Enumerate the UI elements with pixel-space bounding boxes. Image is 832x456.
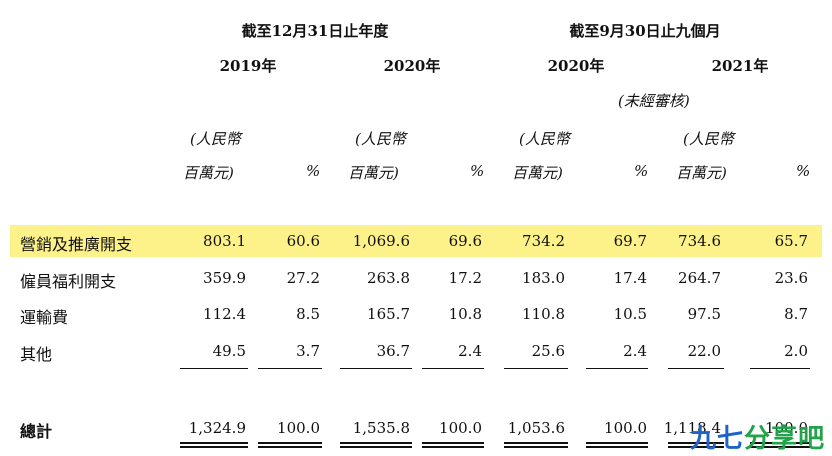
subtotal-rule <box>422 368 484 369</box>
unit-header-2020-line2: 百萬元) <box>348 164 399 182</box>
highlighted-row-background <box>10 225 822 257</box>
subtotal-rule <box>668 368 724 369</box>
cell: 2.4 <box>458 342 482 360</box>
cell: 263.8 <box>367 269 410 287</box>
watermark-char: 享 <box>771 424 799 454</box>
subtotal-rule <box>586 368 648 369</box>
cell: 69.7 <box>613 232 647 250</box>
cell: 112.4 <box>203 305 246 323</box>
watermark-char: 九 <box>690 424 718 454</box>
subtotal-rule <box>750 368 810 369</box>
total-double-rule <box>750 442 810 448</box>
unit-header-2020b-line1: (人民幣 <box>519 130 570 148</box>
total-double-rule <box>340 442 412 448</box>
subtotal-rule <box>340 368 412 369</box>
cell: 25.6 <box>531 342 565 360</box>
cell: 22.0 <box>687 342 721 360</box>
cell: 264.7 <box>678 269 721 287</box>
header-group-year-ended: 截至12月31日止年度 <box>241 22 389 40</box>
total-cell: 1,324.9 <box>188 419 246 437</box>
pct-header-2020: % <box>470 162 485 180</box>
subtotal-rule <box>180 368 248 369</box>
year-2020-interim: 2020年 <box>547 57 605 75</box>
total-cell: 100.0 <box>604 419 647 437</box>
cell: 2.0 <box>784 342 808 360</box>
cell: 69.6 <box>448 232 482 250</box>
cell: 3.7 <box>296 342 320 360</box>
row-label-transportation: 運輸費 <box>20 308 69 327</box>
unit-header-2021-line1: (人民幣 <box>683 130 734 148</box>
total-cell: 100.0 <box>439 419 482 437</box>
cell: 803.1 <box>203 232 246 250</box>
cell: 27.2 <box>286 269 320 287</box>
watermark-char: 七 <box>717 424 745 454</box>
cell: 10.8 <box>448 305 482 323</box>
total-double-rule <box>586 442 648 448</box>
year-2021-interim: 2021年 <box>711 57 769 75</box>
year-2020-annual: 2020年 <box>383 57 441 75</box>
cell: 8.5 <box>296 305 320 323</box>
cell: 23.6 <box>774 269 808 287</box>
row-label-marketing: 營銷及推廣開支 <box>20 235 133 254</box>
total-cell: 100.0 <box>277 419 320 437</box>
total-double-rule <box>180 442 248 448</box>
unit-header-2020b-line2: 百萬元) <box>512 164 563 182</box>
pct-header-2019: % <box>306 162 321 180</box>
cell: 97.5 <box>687 305 721 323</box>
cell: 17.4 <box>613 269 647 287</box>
year-2019: 2019年 <box>219 57 277 75</box>
cell: 8.7 <box>784 305 808 323</box>
cell: 49.5 <box>212 342 246 360</box>
watermark-char: 吧 <box>798 424 826 454</box>
row-label-total: 總計 <box>20 422 53 441</box>
total-double-rule <box>668 442 724 448</box>
subtotal-rule <box>504 368 568 369</box>
unit-header-2021-line2: 百萬元) <box>676 164 727 182</box>
total-double-rule <box>422 442 484 448</box>
pct-header-2020b: % <box>634 162 649 180</box>
unit-header-2020-line1: (人民幣 <box>355 130 406 148</box>
cell: 734.2 <box>522 232 565 250</box>
cell: 165.7 <box>367 305 410 323</box>
header-group-nine-months: 截至9月30日止九個月 <box>569 22 721 40</box>
unit-header-2019-line1: (人民幣 <box>190 130 241 148</box>
cell: 359.9 <box>203 269 246 287</box>
total-double-rule <box>504 442 568 448</box>
cell: 1,069.6 <box>352 232 410 250</box>
total-double-rule <box>258 442 322 448</box>
unit-header-2019-line2: 百萬元) <box>183 164 234 182</box>
cell: 110.8 <box>522 305 565 323</box>
watermark-char: 分 <box>744 424 772 454</box>
row-label-employee-benefits: 僱員福利開支 <box>20 272 117 291</box>
cell: 65.7 <box>774 232 808 250</box>
cell: 734.6 <box>678 232 721 250</box>
total-cell: 1,118.4 <box>663 419 721 437</box>
cell: 36.7 <box>376 342 410 360</box>
cell: 17.2 <box>448 269 482 287</box>
cell: 60.6 <box>286 232 320 250</box>
total-cell: 100.0 <box>765 419 808 437</box>
total-cell: 1,053.6 <box>507 419 565 437</box>
unaudited-note: (未經審核) <box>618 92 690 110</box>
row-label-others: 其他 <box>20 345 53 364</box>
cell: 10.5 <box>613 305 647 323</box>
watermark-logo: 九七分享吧 <box>690 418 825 455</box>
total-cell: 1,535.8 <box>352 419 410 437</box>
pct-header-2021: % <box>796 162 811 180</box>
cell: 183.0 <box>522 269 565 287</box>
subtotal-rule <box>258 368 322 369</box>
cell: 2.4 <box>623 342 647 360</box>
